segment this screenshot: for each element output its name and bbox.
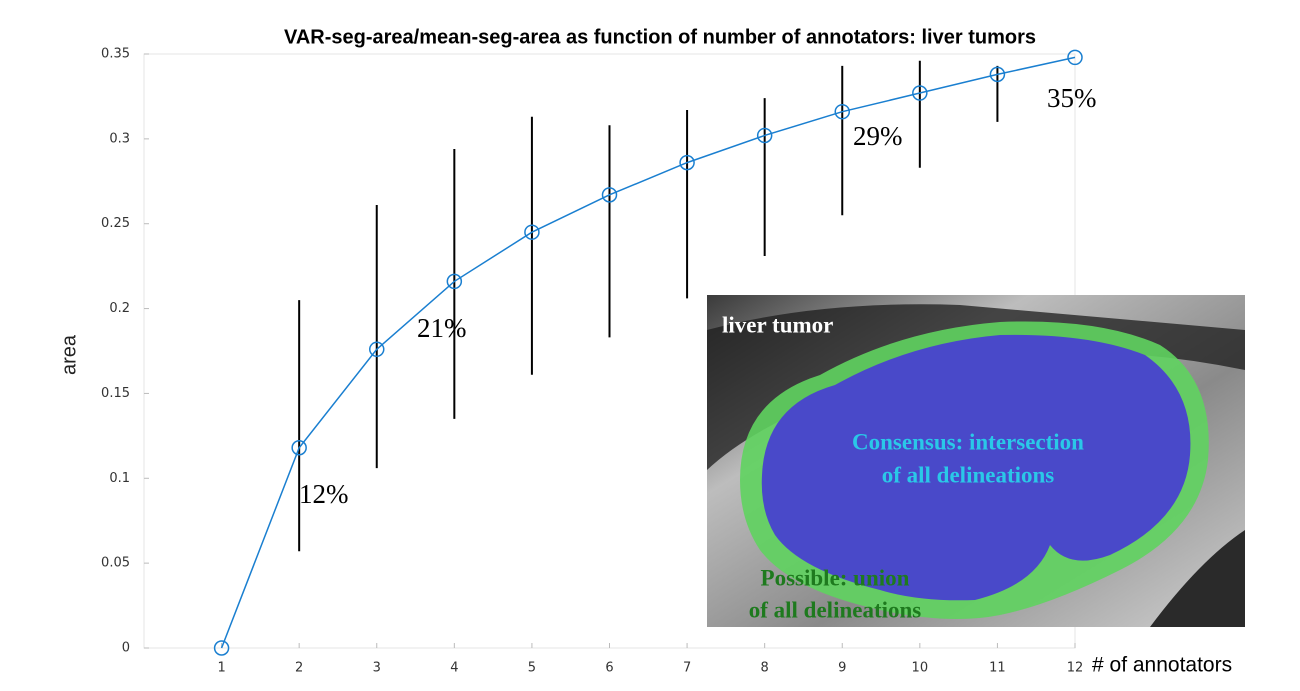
x-tick-label: 6 bbox=[605, 661, 613, 676]
y-axis-label: area bbox=[58, 334, 80, 375]
x-tick-label: 2 bbox=[295, 661, 303, 676]
inset-label: of all delineations bbox=[882, 462, 1055, 487]
x-tick-label: 7 bbox=[683, 661, 691, 676]
chart-title: VAR-seg-area/mean-seg-area as function o… bbox=[284, 26, 1036, 48]
x-tick-label: 3 bbox=[373, 661, 381, 676]
annotation: 29% bbox=[853, 121, 903, 151]
y-tick-label: 0.3 bbox=[109, 131, 130, 146]
x-axis-label: # of annotators bbox=[1092, 654, 1232, 677]
inset-image: liver tumor Consensus: intersection of a… bbox=[707, 295, 1245, 627]
y-tick-label: 0.35 bbox=[101, 47, 130, 62]
x-tick-label: 9 bbox=[838, 661, 846, 676]
annotation: 21% bbox=[417, 313, 467, 343]
y-tick-label: 0 bbox=[122, 641, 130, 656]
x-tick-label: 12 bbox=[1067, 661, 1084, 676]
y-tick-label: 0.15 bbox=[101, 386, 130, 401]
inset-label: Consensus: intersection bbox=[852, 429, 1084, 454]
y-tick-label: 0.1 bbox=[109, 471, 130, 486]
inset-label: liver tumor bbox=[722, 312, 833, 337]
y-tick-label: 0.2 bbox=[109, 301, 130, 316]
y-tick-label: 0.25 bbox=[101, 216, 130, 231]
y-tick-label: 0.05 bbox=[101, 556, 130, 571]
annotation: 35% bbox=[1047, 83, 1097, 113]
x-tick-label: 5 bbox=[528, 661, 536, 676]
x-tick-label: 8 bbox=[761, 661, 769, 676]
x-tick-label: 11 bbox=[989, 661, 1006, 676]
x-tick-label: 10 bbox=[912, 661, 929, 676]
annotation: 12% bbox=[299, 479, 349, 509]
x-tick-label: 1 bbox=[217, 661, 225, 676]
x-tick-label: 4 bbox=[450, 661, 458, 676]
inset-label: of all delineations bbox=[749, 597, 922, 622]
chart: VAR-seg-area/mean-seg-area as function o… bbox=[0, 0, 1300, 691]
inset-label: Possible: union bbox=[761, 565, 910, 590]
